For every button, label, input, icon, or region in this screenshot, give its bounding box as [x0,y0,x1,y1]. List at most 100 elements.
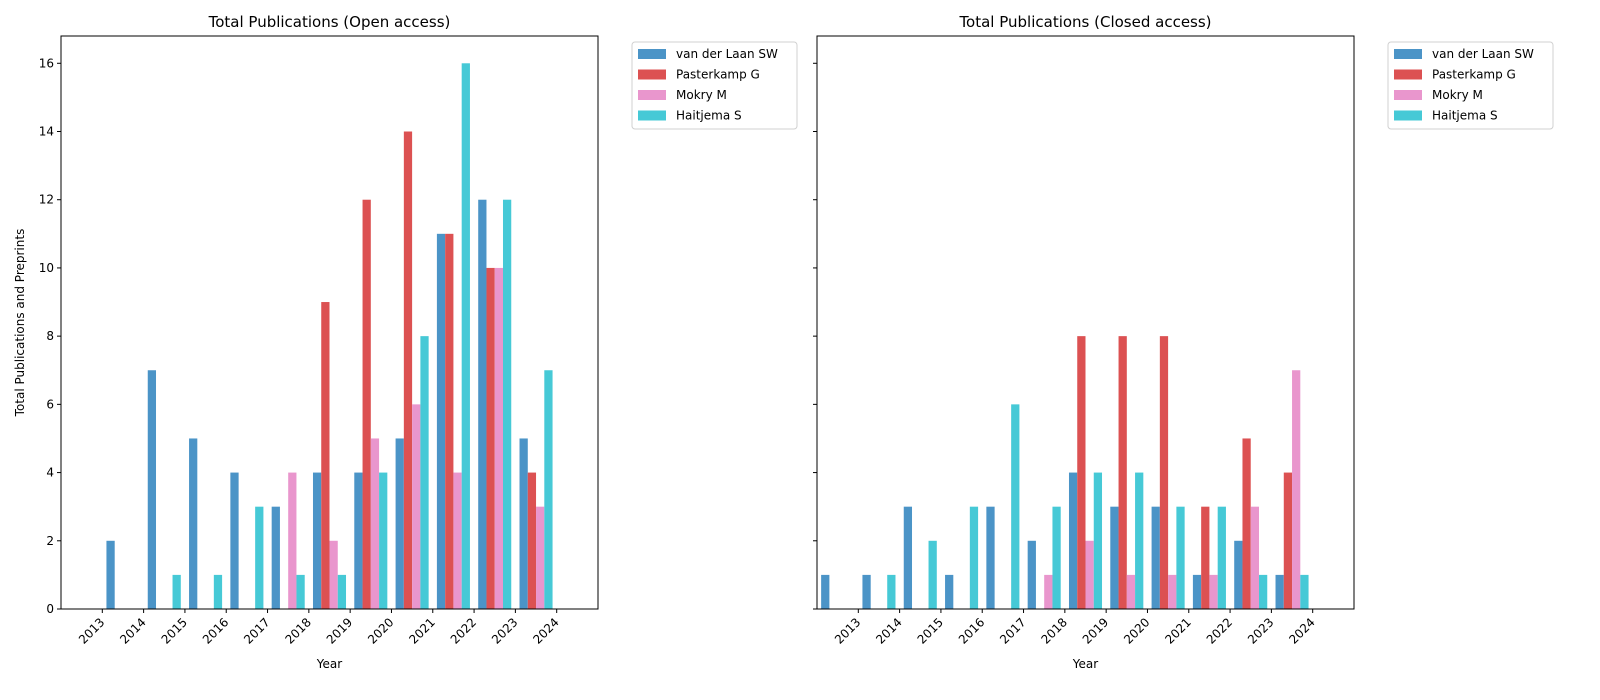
closed-access-chart: Total Publications (Closed access) 2013 20… [813,13,1554,671]
bar-van-der-laan-sw-2022 [1192,574,1202,609]
y-axis-label: Total Publications and Preprints [13,229,27,418]
bar-mokry-m-2023 [494,267,503,609]
bar-van-der-laan-sw-2018 [271,506,280,609]
bar-haitjema-s-2020 [1135,472,1144,609]
x-tick-label: 2016 [200,615,231,646]
legend-entry: van der Laan SW [676,47,778,61]
bar-mokry-m-2022 [1209,574,1218,609]
x-tick-label: 2019 [1080,615,1111,646]
bar-haitjema-s-2022 [461,63,470,610]
legend-swatch [638,49,666,59]
bar-haitjema-s-2017 [1011,404,1020,609]
x-tick-label: 2014 [873,615,904,646]
legend-box [631,41,798,130]
legend-swatch [1394,110,1422,121]
chart-title: Total Publications (Closed access) [958,13,1211,31]
bar-mokry-m-2021 [1168,574,1177,609]
x-tick-label: 2020 [365,615,396,646]
bar-mokry-m-2020 [1126,574,1136,609]
legend-swatch [1394,49,1422,59]
bar-van-der-laan-sw-2015 [147,370,157,609]
bar-haitjema-s-2018 [296,574,305,609]
bar-mokry-m-2021 [412,404,421,609]
legend-swatch [638,69,666,80]
bar-van-der-laan-sw-2021 [395,438,404,609]
bar-van-der-laan-sw-2019 [312,472,322,609]
x-tick-label: 2021 [406,615,437,646]
bar-van-der-laan-sw-2015 [903,506,913,609]
chart-title: Total Publications (Open access) [208,13,451,31]
bar-haitjema-s-2022 [1217,506,1226,609]
y-tick-label: 10 [39,261,54,275]
x-tick-label: 2013 [76,615,107,646]
legend: van der Laan SW Pasterkamp G Mokry M Haitje… [1387,41,1554,130]
x-tick-label: 2021 [1162,615,1193,646]
bar-haitjema-s-2021 [1176,506,1185,609]
x-tick-label: 2013 [832,615,863,646]
bar-mokry-m-2020 [370,438,380,609]
y-tick-label: 2 [46,534,54,548]
bar-pasterkamp-g-2019 [1077,336,1086,609]
legend-entry: Pasterkamp G [676,68,760,82]
x-tick-label: 2024 [530,615,561,646]
bar-haitjema-s-2016 [213,574,223,609]
bar-pasterkamp-g-2024 [1283,472,1293,609]
bar-van-der-laan-sw-2019 [1068,472,1078,609]
x-tick-label: 2020 [1121,615,1152,646]
x-tick-label: 2017 [997,615,1028,646]
bar-haitjema-s-2021 [420,336,429,609]
bar-van-der-laan-sw-2023 [1234,540,1243,609]
y-tick-label: 12 [39,193,54,207]
bar-haitjema-s-2015 [928,540,937,609]
bar-pasterkamp-g-2024 [527,472,537,609]
bar-haitjema-s-2019 [1093,472,1103,609]
bar-van-der-laan-sw-2017 [986,506,995,609]
bar-van-der-laan-sw-2024 [1275,574,1284,609]
bar-van-der-laan-sw-2017 [230,472,239,609]
bar-pasterkamp-g-2022 [1201,506,1210,609]
bar-haitjema-s-2018 [1052,506,1061,609]
bar-mokry-m-2024 [536,506,545,609]
bar-pasterkamp-g-2019 [321,302,330,609]
y-tick-label: 4 [46,466,54,480]
legend-entry: van der Laan SW [1432,47,1534,61]
bar-pasterkamp-g-2020 [1118,336,1127,609]
bar-mokry-m-2024 [1292,370,1301,609]
y-tick-label: 6 [46,397,54,411]
legend-swatch [638,90,666,100]
bar-mokry-m-2018 [288,472,297,609]
bar-haitjema-s-2024 [544,370,553,609]
y-tick-label: 0 [46,602,54,616]
x-tick-label: 2023 [489,615,520,646]
axes-frame [60,35,599,610]
x-tick-label: 2023 [1245,615,1276,646]
legend-swatch [1394,69,1422,80]
bar-haitjema-s-2014 [887,574,896,609]
x-tick-label: 2015 [159,615,190,646]
x-tick-label: 2019 [324,615,355,646]
bar-van-der-laan-sw-2013 [821,574,830,609]
y-tick-label: 14 [39,125,54,139]
bar-haitjema-s-2017 [255,506,264,609]
bar-mokry-m-2018 [1044,574,1053,609]
y-tick-label: 8 [46,329,54,343]
x-tick-label: 2018 [1038,615,1069,646]
bar-van-der-laan-sw-2020 [1110,506,1119,609]
x-tick-label: 2018 [282,615,313,646]
bar-haitjema-s-2016 [969,506,979,609]
x-tick-label: 2022 [448,615,479,646]
bar-pasterkamp-g-2023 [486,267,495,609]
legend-entry: Haitjema S [1432,109,1498,123]
x-tick-label: 2015 [915,615,946,646]
x-tick-label: 2016 [956,615,987,646]
bar-van-der-laan-sw-2023 [478,199,487,609]
bar-pasterkamp-g-2023 [1242,438,1251,609]
bar-van-der-laan-sw-2014 [862,574,871,609]
bar-van-der-laan-sw-2020 [354,472,363,609]
legend-box [1387,41,1554,130]
legend-entry: Haitjema S [676,109,742,123]
x-axis-label: Year [1072,657,1098,671]
bar-van-der-laan-sw-2014 [106,540,115,609]
x-tick-label: 2017 [241,615,272,646]
bar-pasterkamp-g-2020 [362,199,371,609]
